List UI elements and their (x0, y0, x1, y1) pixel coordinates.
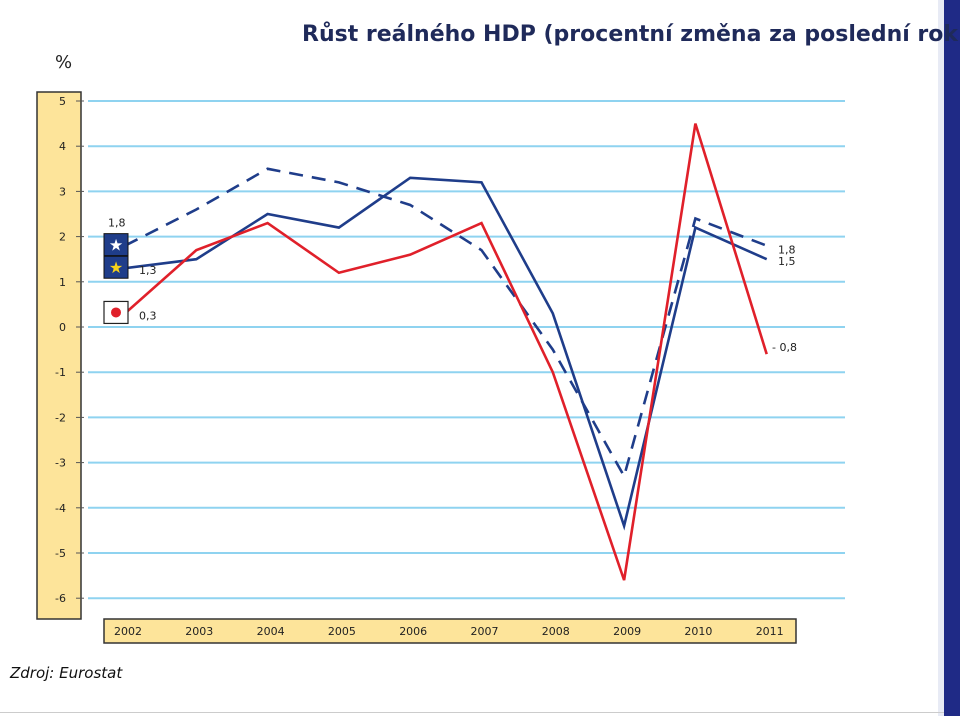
x-tick-label: 2008 (542, 625, 570, 638)
slide-edge-highlight (938, 0, 944, 716)
end-label-cz: - 0,8 (772, 341, 797, 354)
x-axis-band (103, 618, 797, 644)
y-tick-label: 3 (59, 185, 66, 198)
start-label-eu: 1,8 (108, 217, 126, 230)
slide-edge-bar (944, 0, 960, 716)
chart-title: Růst reálného HDP (procentní změna za po… (302, 22, 960, 47)
x-tick-label: 2010 (684, 625, 712, 638)
y-tick-label: -1 (55, 366, 66, 379)
x-tick-label: 2003 (185, 625, 213, 638)
series-line-cz (124, 123, 768, 581)
eu-flag-icon (103, 233, 129, 257)
series-line-eu (124, 167, 768, 480)
x-tick-label: 2007 (471, 625, 499, 638)
y-tick-label: -2 (55, 411, 66, 424)
x-tick-label: 2005 (328, 625, 356, 638)
x-tick-label: 2009 (613, 625, 641, 638)
euro-area-flag-icon (103, 255, 129, 279)
y-tick-label: 1 (59, 276, 66, 289)
series-line-euro (124, 176, 768, 531)
y-tick-label: 4 (59, 140, 66, 153)
y-tick-label: -3 (55, 457, 66, 470)
start-label-cz: 0,3 (139, 309, 157, 322)
y-tick-label: 2 (59, 231, 66, 244)
x-tick-label: 2011 (756, 625, 784, 638)
x-tick-label: 2002 (114, 625, 142, 638)
x-tick-label: 2004 (257, 625, 285, 638)
eu-flag-icon-glyph: ★ (109, 236, 123, 255)
y-tick-label: -6 (55, 592, 66, 605)
end-label-euro: 1,5 (778, 255, 796, 268)
x-tick-label: 2006 (399, 625, 427, 638)
y-tick-label: 5 (59, 95, 66, 108)
y-tick-label: 0 (59, 321, 66, 334)
source-note: Zdroj: Eurostat (10, 664, 123, 682)
euro-area-flag-icon-glyph: ★ (109, 258, 123, 277)
start-label-euro: 1,3 (139, 264, 157, 277)
y-tick-label: -4 (55, 502, 66, 515)
bottom-rule (0, 712, 944, 713)
y-axis-band (36, 91, 82, 620)
czech-marker-dot (111, 307, 121, 318)
y-axis-unit: % (55, 52, 73, 73)
end-label-eu: 1,8 (778, 244, 796, 257)
y-tick-label: -5 (55, 547, 66, 560)
